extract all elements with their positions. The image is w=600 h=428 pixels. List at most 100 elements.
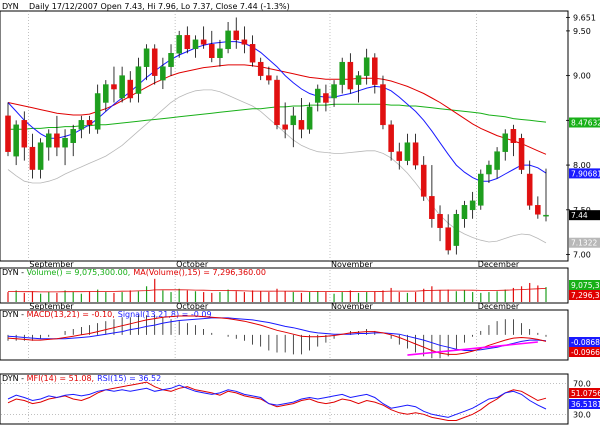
volume-ma-line (8, 288, 547, 293)
macd-panel-frame (0, 309, 569, 361)
candle-body-48 (396, 151, 403, 161)
candle-body-21 (176, 35, 182, 54)
volume-tags: 9,075,307,296,36 (569, 280, 600, 300)
candle-body-25 (209, 44, 215, 58)
candle-body-14 (119, 75, 125, 99)
candle-body-54 (445, 227, 451, 251)
mfi-line (7, 381, 547, 421)
volume-panel-prefix: DYN - (2, 268, 27, 277)
volume-bars (7, 270, 547, 302)
candle-body-35 (290, 115, 297, 126)
price-tag-2-bg (569, 210, 600, 221)
macd-signal-line (7, 317, 547, 351)
candle-body-13 (111, 84, 117, 90)
candle-body-22 (184, 35, 191, 50)
price-tick-label-1: 9.50 (573, 27, 591, 36)
candle-body-34 (282, 124, 288, 130)
rsi-tag-1-bg (569, 399, 600, 409)
candle-body-62 (510, 129, 517, 143)
volume-label: Volume() = 9,075,300.00, (27, 268, 131, 277)
macd-line (7, 315, 547, 355)
price-tag-3-bg (569, 237, 600, 248)
candle-body-65 (535, 205, 541, 215)
volume-panel-title: DYN - Volume() = 9,075,300.00, MA(Volume(… (2, 268, 266, 277)
candle-body-7 (62, 137, 68, 148)
candle-body-56 (461, 205, 468, 219)
candle-body-17 (143, 48, 150, 67)
chart-header-info: Daily 17/12/2007 Open 7.43, Hi 7.96, Lo … (29, 2, 290, 11)
rsi-tick-label-0: 70.0 (573, 380, 591, 389)
rsi-axis: 70.0 30.0 51.0756 36.5181 (569, 380, 600, 419)
mfi-label: MFI(14) = 51.08, (27, 374, 95, 383)
rsi-line (7, 384, 547, 418)
volume-tag-0: 9,075,30 (571, 281, 600, 290)
candle-body-49 (404, 142, 411, 161)
candle-body-15 (127, 79, 134, 99)
candle-body-6 (54, 133, 60, 148)
macd-tag-1-bg (569, 347, 600, 357)
month-label-3: December (478, 260, 520, 269)
month-labels: September September October October November… (29, 260, 520, 311)
candle-body-40 (331, 84, 337, 99)
candle-body-38 (314, 88, 321, 103)
candle-body-1 (13, 124, 19, 157)
volume-tag-1-bg (569, 290, 600, 300)
candle-body-61 (502, 133, 509, 152)
candle-body-12 (103, 84, 109, 103)
candle-body-41 (339, 61, 345, 85)
macd-label: MACD(13,21) = -0.10, (27, 310, 115, 319)
candle-body-36 (298, 120, 305, 130)
price-panel-frame (0, 10, 569, 262)
candle-body-0 (5, 115, 11, 152)
rsi-tag-0-bg (569, 388, 600, 398)
candle-body-53 (437, 214, 443, 228)
month-label-0: September (29, 260, 74, 269)
candle-body-42 (347, 61, 354, 90)
candle-body-16 (135, 66, 142, 94)
candle-body-24 (200, 39, 207, 45)
candle-body-26 (217, 48, 223, 58)
rsi-panel-title: DYN - MFI(14) = 51.08, RSI(15) = 36.52 (2, 374, 161, 383)
macd-plot (7, 312, 547, 359)
macd-tag-0: -0.08682 (571, 338, 600, 347)
candle-body-23 (192, 39, 199, 50)
candle-body-63 (518, 137, 525, 170)
macd-trendline (407, 341, 538, 356)
candle-body-39 (323, 93, 329, 103)
price-tag-0-bg (569, 117, 600, 128)
chart-header-symbol: DYN (2, 2, 19, 11)
macd-panel-title: DYN - MACD(13,21) = -0.10, Signal(13,21,8… (2, 310, 212, 319)
rsi-tick-label-1: 30.0 (573, 410, 591, 419)
candle-body-3 (29, 146, 36, 170)
candle-body-57 (469, 200, 476, 211)
candle-body-19 (160, 66, 166, 81)
price-tag-0: 8.47632 (571, 118, 600, 127)
month-label-2: November (331, 260, 373, 269)
candle-body-33 (274, 79, 280, 126)
volume-month-label-2: November (331, 302, 373, 311)
candle-body-59 (486, 164, 492, 175)
volume-tag-1: 7,296,36 (571, 291, 600, 300)
candle-body-30 (249, 44, 256, 63)
candle-body-37 (306, 106, 313, 130)
candle-body-47 (388, 124, 394, 152)
volume-month-label-0: September (29, 302, 74, 311)
candle-body-10 (86, 120, 93, 126)
candle-body-2 (21, 120, 28, 148)
rsi-panel-frame (0, 373, 569, 425)
price-tag-1: 7.90681 (571, 169, 600, 178)
candle-body-11 (94, 93, 101, 130)
candle-body-5 (45, 133, 52, 148)
candle-body-4 (37, 142, 44, 170)
macd-tags: -0.08682-0.09663 (569, 337, 600, 357)
price-tick-label-4: 8.00 (573, 161, 591, 170)
price-tag-3: 7.1322 (571, 239, 597, 248)
macd-tag-1: -0.09663 (571, 348, 600, 357)
volume-month-label-3: December (478, 302, 520, 311)
candle-body-45 (372, 57, 378, 85)
candle-body-28 (233, 30, 240, 41)
candle-body-44 (363, 57, 370, 76)
candle-body-43 (355, 75, 362, 85)
rsi-plot (1, 376, 567, 422)
